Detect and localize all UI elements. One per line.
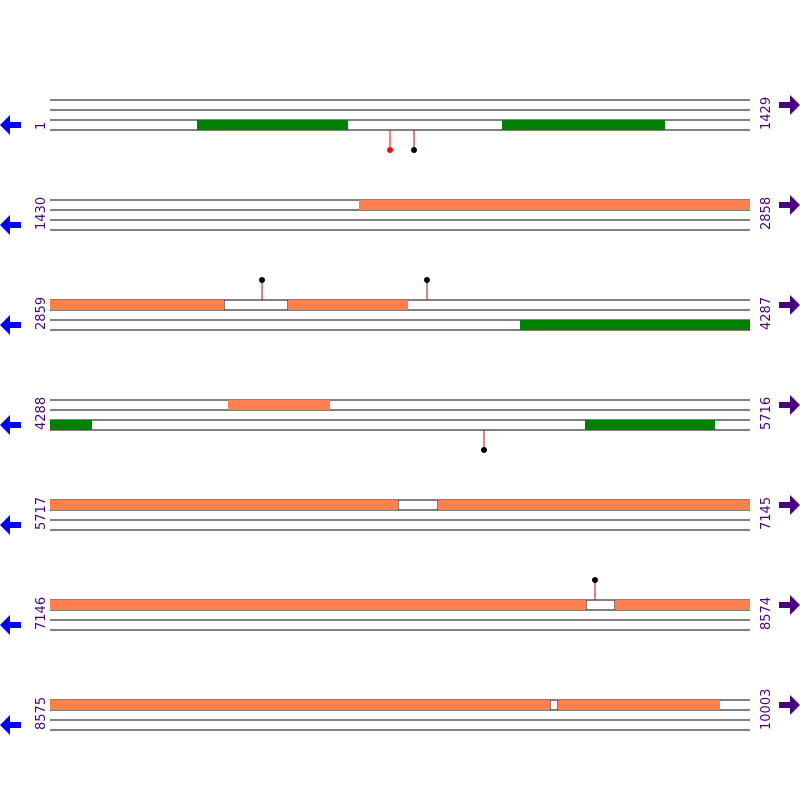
site-dot	[411, 147, 417, 153]
site-dot	[259, 277, 265, 283]
row-start: 1430	[34, 197, 49, 230]
feature	[50, 700, 550, 710]
row-end: 1429	[759, 97, 774, 130]
site-dot	[387, 147, 393, 153]
sequence-row: 2859 4287	[0, 277, 800, 335]
sequence-row: 1430 2858	[0, 195, 800, 235]
feature	[359, 200, 750, 210]
feature	[558, 700, 720, 710]
sequence-row: 1 1429	[0, 95, 800, 153]
left-arrow	[0, 215, 21, 235]
row-end: 8574	[759, 597, 774, 630]
feature	[50, 300, 224, 310]
left-arrow	[0, 615, 21, 635]
site-dot	[481, 447, 487, 453]
row-end: 10003	[759, 689, 774, 730]
right-arrow	[779, 295, 800, 315]
row-end: 4287	[759, 297, 774, 330]
row-start: 7146	[34, 597, 49, 630]
left-arrow	[0, 315, 21, 335]
right-arrow	[779, 595, 800, 615]
left-arrow	[0, 115, 21, 135]
feature	[50, 420, 92, 430]
feature	[228, 400, 330, 410]
sequence-row: 7146 8574	[0, 577, 800, 635]
gap-box	[397, 499, 439, 511]
sequence-row: 8575 10003	[0, 689, 800, 735]
gap-box	[223, 299, 289, 311]
sequence-row: 4288 5716	[0, 395, 800, 453]
row-end: 2858	[759, 197, 774, 230]
right-arrow	[779, 495, 800, 515]
feature	[50, 500, 398, 510]
feature	[288, 300, 408, 310]
site-dot	[592, 577, 598, 583]
feature	[585, 420, 715, 430]
right-arrow	[779, 95, 800, 115]
row-start: 2859	[34, 297, 49, 330]
sequence-row: 5717 7145	[0, 495, 800, 535]
right-arrow	[779, 195, 800, 215]
feature	[615, 600, 750, 610]
feature	[197, 120, 348, 130]
row-end: 5716	[759, 397, 774, 430]
feature	[520, 320, 750, 330]
row-start: 5717	[34, 497, 49, 530]
row-start: 8575	[34, 697, 49, 730]
row-start: 1	[34, 122, 49, 130]
feature	[502, 120, 665, 130]
feature	[50, 600, 586, 610]
row-end: 7145	[759, 497, 774, 530]
gap-box	[585, 599, 616, 611]
left-arrow	[0, 515, 21, 535]
right-arrow	[779, 395, 800, 415]
feature	[438, 500, 750, 510]
gap-box	[549, 699, 559, 711]
site-dot	[424, 277, 430, 283]
left-arrow	[0, 415, 21, 435]
left-arrow	[0, 715, 21, 735]
row-start: 4288	[34, 397, 49, 430]
right-arrow	[779, 695, 800, 715]
